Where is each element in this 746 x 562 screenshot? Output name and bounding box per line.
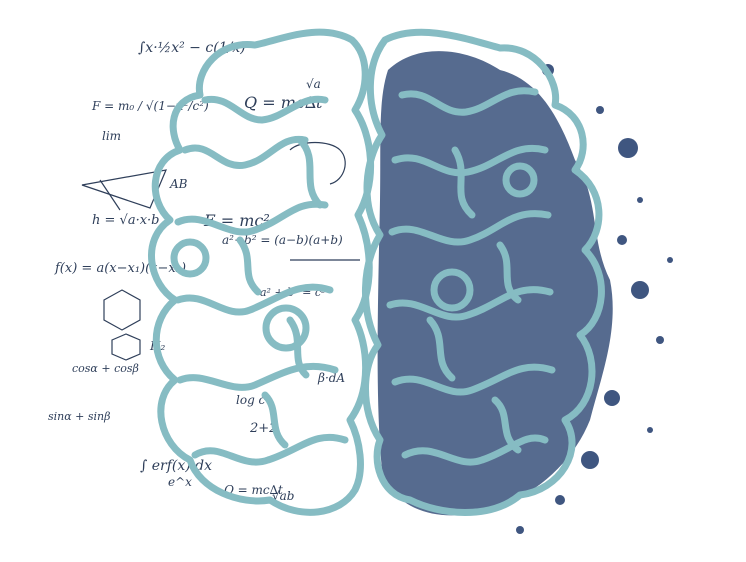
formula-text: e^x xyxy=(168,475,192,489)
brain-outline-left xyxy=(148,28,375,516)
formula-text: 2+2 xyxy=(249,421,277,436)
formula-text: h = √a·x·b xyxy=(92,213,159,228)
formula-text: √a xyxy=(306,77,321,91)
formula-text: cosα + cosβ xyxy=(72,362,139,375)
formula-text: √ab xyxy=(272,489,294,503)
formula-text: f(x) = a(x−x₁)(x−x₂) xyxy=(54,261,186,276)
formula-text: log c xyxy=(236,393,266,407)
formula-text: a²−b² = (a−b)(a+b) xyxy=(222,233,343,247)
geometry-sketch xyxy=(81,141,360,361)
formula-text: Q = mc∆t xyxy=(244,93,323,112)
formula-text: AB xyxy=(169,177,188,191)
formula-text: β·dA xyxy=(317,371,345,385)
brain-outline-right xyxy=(361,28,605,516)
formula-text: Q = mc∆t xyxy=(224,483,283,497)
formula-text: ∫ erf(x) dx xyxy=(140,458,212,474)
formula-text: sinα + sinβ xyxy=(48,410,111,423)
formula-text: lim xyxy=(102,129,121,143)
